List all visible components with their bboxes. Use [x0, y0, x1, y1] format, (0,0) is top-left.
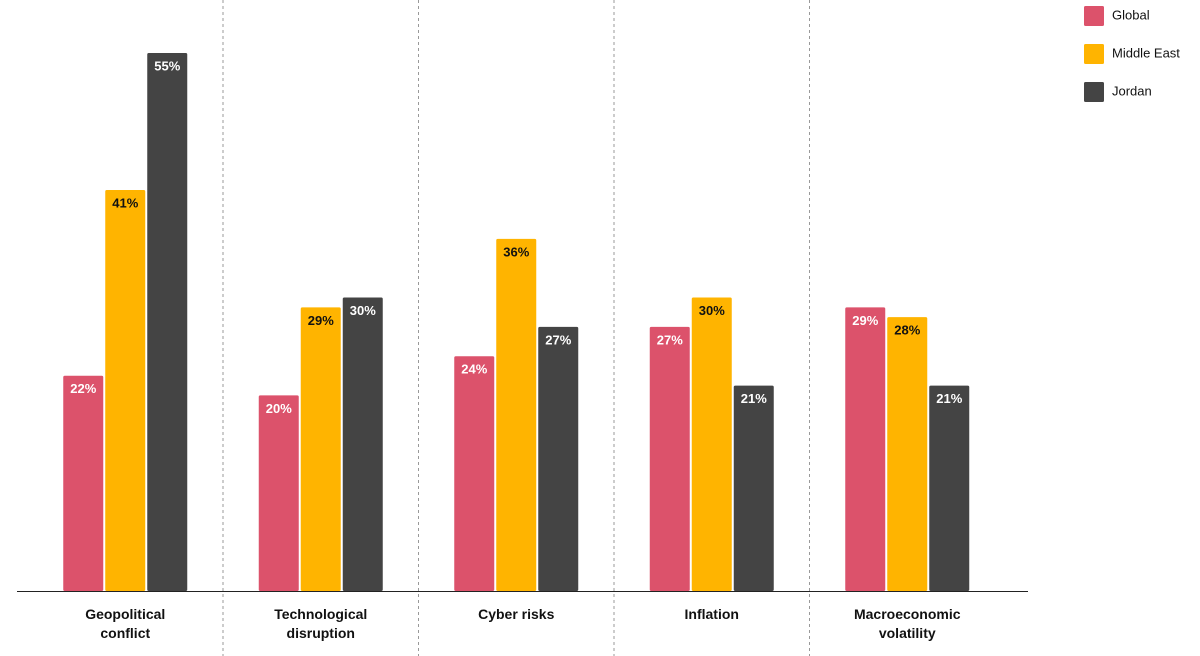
- value-label: 30%: [350, 303, 376, 318]
- value-label: 28%: [894, 323, 920, 338]
- x-tick-label: Cyber risks: [478, 606, 555, 622]
- value-label: 36%: [503, 244, 529, 259]
- value-label: 21%: [936, 391, 962, 406]
- value-label: 27%: [545, 332, 571, 347]
- legend-label: Jordan: [1112, 83, 1152, 98]
- value-label: 21%: [741, 391, 767, 406]
- value-label: 27%: [657, 332, 683, 347]
- bar: [691, 297, 732, 591]
- legend-swatch: [1084, 44, 1104, 64]
- x-tick-label: Technological disruption: [274, 606, 368, 641]
- legend-swatch: [1084, 6, 1104, 26]
- bar: [845, 307, 886, 591]
- bar: [258, 395, 299, 591]
- x-tick-label: Macroeconomic volatility: [853, 606, 961, 641]
- legend-label: Middle East: [1112, 45, 1180, 60]
- value-label: 20%: [266, 401, 292, 416]
- x-tick-label: Inflation: [684, 606, 739, 622]
- bar: [887, 317, 928, 591]
- bar: [300, 307, 341, 591]
- bar: [342, 297, 383, 591]
- value-label: 22%: [70, 381, 96, 396]
- value-label: 29%: [308, 313, 334, 328]
- bar: [105, 189, 146, 592]
- bar: [496, 238, 537, 591]
- bar: [929, 385, 970, 591]
- bar: [649, 326, 690, 591]
- value-label: 41%: [112, 195, 138, 210]
- bar: [733, 385, 774, 591]
- x-tick-label: Geopolitical conflict: [85, 606, 166, 641]
- value-label: 24%: [461, 362, 487, 377]
- bar: [147, 53, 188, 591]
- legend-label: Global: [1112, 7, 1150, 22]
- legend-swatch: [1084, 82, 1104, 102]
- value-label: 29%: [852, 313, 878, 328]
- bar: [454, 356, 495, 591]
- value-label: 30%: [699, 303, 725, 318]
- bar: [63, 375, 104, 591]
- bar: [538, 326, 579, 591]
- value-label: 55%: [154, 58, 180, 73]
